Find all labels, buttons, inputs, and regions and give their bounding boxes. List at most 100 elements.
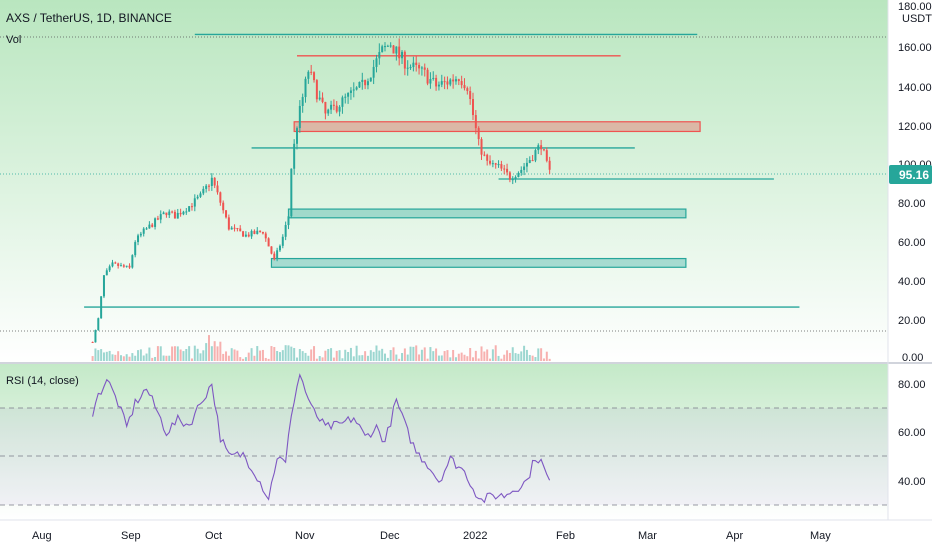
volume-bar [196,348,199,361]
current-price-tag[interactable]: 95.16 [889,165,932,184]
candlestick-series[interactable] [91,38,551,343]
volume-bar [426,358,429,361]
volume-bar [278,352,281,361]
volume-bar [344,349,347,361]
candle-body [537,145,540,151]
price-tick-label: 120.00 [898,121,932,133]
candle-body [466,88,469,92]
volume-bar [145,353,148,361]
candle-body [469,91,472,100]
candle-body [471,99,474,116]
candle-body [398,46,401,59]
candle-body [327,109,330,114]
volume-bar [315,358,318,361]
volume-bar [347,351,350,361]
candle-body [418,64,421,69]
volume-bar [412,346,415,361]
candle-body [207,185,210,187]
support-resistance-levels[interactable] [84,33,800,308]
time-label: Feb [556,530,575,542]
candle-body [420,67,423,69]
volume-bar [108,350,111,361]
volume-bar [193,345,196,361]
candle-body [511,179,514,181]
candle-body [460,81,463,86]
rsi-pane-background[interactable] [0,364,888,520]
volume-legend-label[interactable]: Vol [6,34,21,46]
volume-bar [398,358,401,361]
volume-bar [165,355,168,361]
volume-bar [142,355,145,361]
volume-bar [392,347,395,361]
candle-body [443,81,446,83]
volume-bar [295,357,298,361]
candle-body [176,212,179,219]
volume-bar [270,346,273,361]
volume-bar [483,351,486,361]
price-tick-label: 40.00 [898,276,926,288]
volume-bar [264,357,267,361]
candle-body [213,177,216,186]
candle-body [145,228,148,230]
candle-body [531,160,534,162]
candle-body [105,270,108,276]
volume-bar [378,350,381,361]
volume-bar [156,346,159,361]
volume-bar [403,348,406,361]
time-axis-background[interactable] [0,520,932,550]
support-zone [287,208,687,219]
volume-bar [381,348,384,361]
volume-bar [349,347,352,361]
rsi-legend-label[interactable]: RSI (14, close) [6,375,79,387]
candle-body [253,230,256,234]
candle-body [318,97,321,100]
candle-body [100,296,103,319]
candle-body [508,172,511,180]
volume-bar [171,346,174,361]
candle-body [139,233,142,236]
candle-body [193,198,196,207]
volume-bar [338,350,341,361]
volume-bar [139,349,142,361]
volume-bar [313,346,316,361]
symbol-title[interactable]: AXS / TetherUS, 1D, BINANCE [6,11,172,25]
currency-label[interactable]: USDT [902,13,932,25]
volume-bar [508,352,511,361]
volume-bar [111,354,114,361]
candle-body [256,230,259,234]
volume-bar [148,347,151,361]
time-axis[interactable]: Aug Sep Oct Nov Dec 2022 Feb Mar Apr May [32,530,831,542]
volume-bar [383,353,386,361]
volume-bar [460,352,463,361]
rsi-axis[interactable]: 80.00 60.00 40.00 [898,379,926,488]
volume-bar [321,357,324,361]
candle-body [457,79,460,82]
price-tick-label: 80.00 [898,198,926,210]
candle-body [452,79,455,82]
volume-bar [480,346,483,361]
rsi-axis-background[interactable] [888,364,932,520]
volume-bar [230,348,233,361]
volume-bar [423,347,426,361]
volume-bar [188,346,191,361]
candle-body [264,233,267,239]
candle-body [162,212,165,215]
candle-body [270,246,273,254]
support-zone [270,257,687,268]
candle-body [114,262,117,264]
candle-body [301,97,304,106]
volume-bar [281,350,284,361]
volume-bar [290,346,293,361]
volume-bar [432,351,435,361]
rsi-series[interactable] [92,373,551,504]
volume-bar [332,357,335,361]
volume-bar [477,358,480,361]
candle-body [151,224,154,227]
volume-bar [162,355,165,361]
candle-body [196,196,199,199]
volume-bar [355,345,358,361]
candle-body [239,228,242,232]
price-pane-background[interactable] [0,0,888,362]
volume-bar [324,350,327,361]
candle-body [94,330,97,343]
